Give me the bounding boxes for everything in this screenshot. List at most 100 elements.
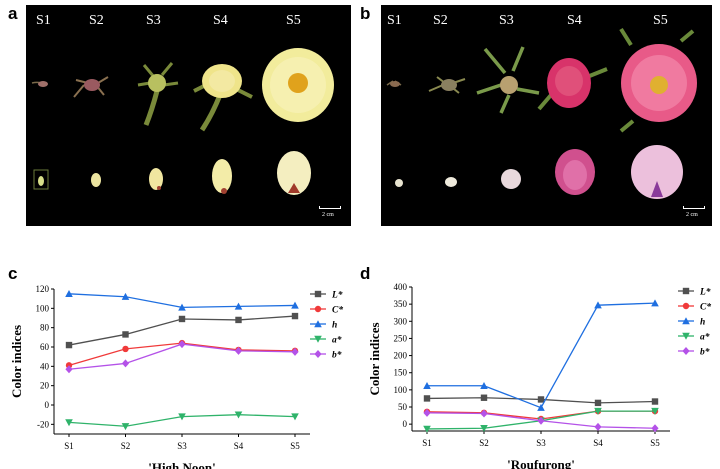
- data-point: [594, 422, 602, 431]
- data-point: [234, 346, 243, 355]
- legend-label: h: [700, 318, 705, 328]
- data-point: [537, 416, 545, 425]
- data-point: [121, 292, 130, 300]
- data-point: [651, 424, 659, 433]
- legend-marker: [314, 290, 322, 298]
- legend-marker: [682, 332, 690, 340]
- y-tick-label: 0: [403, 419, 408, 429]
- panel-c-letter: c: [8, 264, 18, 283]
- y-tick-label: 60: [40, 342, 50, 352]
- stage-label-s1: S1: [387, 13, 402, 28]
- data-point: [291, 413, 299, 421]
- data-point: [65, 290, 73, 298]
- data-point: [178, 315, 186, 323]
- data-point: [121, 423, 130, 431]
- x-tick-label: S5: [290, 441, 300, 451]
- data-point: [480, 409, 488, 418]
- y-tick-label: 400: [394, 282, 408, 292]
- x-tick-label: S3: [536, 438, 546, 448]
- data-point: [537, 396, 545, 403]
- legend-marker: [314, 320, 322, 328]
- y-axis-label: Color indices: [367, 322, 382, 395]
- legend-label: C*: [700, 302, 711, 313]
- pink-peony-flowers-illustration: [386, 27, 697, 199]
- photo-panel-b: S1 S2 S3 S4 S5 2 cm: [381, 5, 712, 226]
- x-tick-label: S1: [422, 438, 432, 448]
- data-point: [178, 303, 186, 311]
- data-point: [178, 340, 186, 349]
- legend-label: C*: [332, 305, 343, 316]
- data-point: [594, 301, 602, 309]
- y-tick-label: 350: [394, 299, 408, 309]
- data-point: [480, 425, 488, 433]
- stage-label-s4: S4: [213, 13, 228, 28]
- y-tick-label: 50: [398, 402, 408, 412]
- scale-bar-b: [683, 206, 705, 209]
- legend-marker: [682, 302, 690, 310]
- legend-label: L*: [699, 287, 711, 298]
- y-tick-label: 150: [394, 368, 408, 378]
- series-line: [427, 302, 656, 409]
- legend-marker: [314, 305, 322, 313]
- y-tick-label: 40: [40, 361, 50, 371]
- stage-label-s1: S1: [36, 13, 51, 28]
- data-point: [594, 407, 602, 415]
- x-axis-label: 'High Noon': [148, 460, 216, 469]
- data-point: [122, 331, 129, 338]
- y-tick-label: 100: [36, 303, 50, 313]
- stage-label-s4: S4: [567, 13, 582, 28]
- stage-label-s2: S2: [89, 13, 104, 28]
- data-point: [234, 411, 243, 419]
- data-point: [651, 398, 659, 405]
- y-tick-label: 120: [36, 284, 50, 294]
- line-chart-high-noon: -20 0 20 40 60 80 100 120 S1 S2 S3 S4 S5 Color indice…: [9, 284, 343, 469]
- data-point: [122, 345, 129, 353]
- data-point: [121, 359, 130, 368]
- y-tick-label: 250: [394, 333, 408, 343]
- panel-d-letter: d: [360, 264, 371, 283]
- data-point: [651, 407, 659, 415]
- y-tick-label: 80: [40, 323, 50, 333]
- data-point: [423, 425, 431, 433]
- legend-marker: [682, 347, 690, 355]
- data-point: [65, 341, 73, 349]
- data-point: [291, 347, 299, 356]
- x-tick-label: S3: [177, 441, 187, 451]
- data-point: [651, 299, 659, 307]
- data-point: [423, 381, 431, 389]
- x-tick-label: S2: [121, 441, 131, 451]
- data-point: [65, 419, 73, 427]
- data-point: [480, 381, 488, 389]
- panel-b-letter: b: [360, 4, 371, 23]
- data-point: [234, 302, 243, 310]
- x-tick-label: S4: [593, 438, 603, 448]
- legend-marker: [314, 350, 322, 358]
- legend-label: L*: [331, 290, 343, 301]
- legend-label: b*: [700, 347, 710, 358]
- legend-marker: [682, 287, 690, 295]
- stage-label-s5: S5: [286, 13, 301, 28]
- scale-label-b: 2 cm: [686, 212, 698, 218]
- stage-label-s5: S5: [653, 13, 668, 28]
- y-tick-label: 200: [394, 351, 408, 361]
- x-tick-label: S4: [234, 441, 244, 451]
- data-point: [423, 395, 431, 402]
- stage-label-s3: S3: [499, 13, 514, 28]
- legend-label: a*: [332, 335, 342, 346]
- data-point: [178, 413, 186, 421]
- data-point: [65, 365, 73, 374]
- data-point: [291, 301, 299, 309]
- panel-a-letter: a: [8, 4, 18, 23]
- photo-panel-a: S1 S2 S3 S4 S5 2 cm: [26, 5, 351, 226]
- y-tick-label: 300: [394, 316, 408, 326]
- y-tick-label: 20: [40, 381, 50, 391]
- scale-label-a: 2 cm: [322, 212, 334, 218]
- y-tick-label: 0: [45, 400, 50, 410]
- legend-label: h: [332, 321, 337, 331]
- data-point: [423, 408, 431, 417]
- x-tick-label: S1: [64, 441, 74, 451]
- legend-label: a*: [700, 332, 710, 343]
- data-point: [594, 399, 602, 407]
- stage-label-s3: S3: [146, 13, 161, 28]
- line-chart-roufurong: 0 50 100 150 200 250 300 350 400 S1 S2 S3 S4 S5 Color …: [367, 282, 711, 469]
